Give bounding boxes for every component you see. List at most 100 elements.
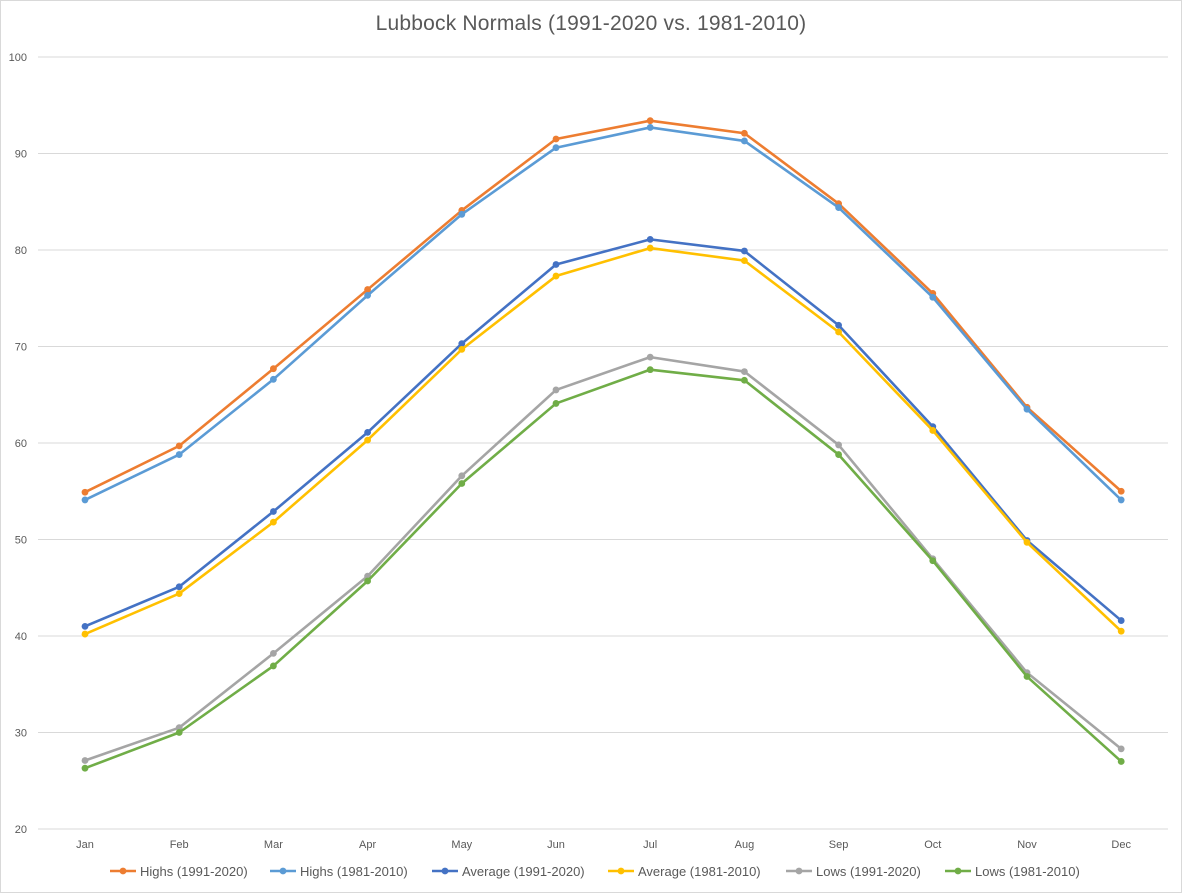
data-point: [270, 518, 277, 526]
y-tick-label: 90: [15, 149, 27, 161]
data-point: [552, 135, 560, 143]
chart-title: Lubbock Normals (1991-2020 vs. 1981-2010…: [375, 12, 807, 35]
data-point: [81, 764, 89, 772]
legend-swatch-marker: [617, 867, 625, 875]
series-4: [81, 353, 1125, 764]
x-tick-label: Jan: [76, 839, 94, 851]
legend-item: Highs (1991-2020): [110, 864, 248, 879]
data-point: [270, 375, 277, 383]
x-tick-label: Apr: [359, 839, 376, 851]
data-point: [270, 508, 277, 515]
data-point: [1117, 758, 1125, 765]
data-point: [364, 286, 371, 293]
data-point: [929, 427, 937, 434]
data-point: [646, 244, 654, 252]
x-tick-label: Oct: [924, 839, 941, 851]
legend-label: Highs (1991-2020): [140, 864, 248, 879]
x-tick-label: Nov: [1017, 839, 1037, 851]
data-point: [929, 293, 937, 301]
legend-swatch-marker: [119, 867, 127, 875]
x-tick-label: Aug: [735, 839, 755, 851]
legend-label: Highs (1981-2010): [300, 864, 408, 879]
series-2: [81, 235, 1125, 630]
series-lines: [81, 117, 1125, 772]
y-tick-label: 100: [9, 52, 27, 64]
y-tick-label: 80: [15, 245, 27, 257]
data-point: [458, 210, 466, 218]
legend-label: Lows (1981-2010): [975, 864, 1080, 879]
data-point: [175, 442, 183, 450]
series-line: [83, 238, 1123, 628]
data-point: [835, 451, 842, 458]
data-point: [81, 630, 89, 638]
data-point: [270, 365, 277, 373]
data-point: [835, 328, 842, 336]
data-point: [1117, 617, 1125, 624]
data-point: [364, 291, 371, 299]
data-point: [552, 272, 560, 280]
y-tick-label: 70: [15, 342, 27, 354]
data-point: [646, 353, 654, 361]
legend-item: Highs (1981-2010): [270, 864, 408, 879]
data-point: [458, 480, 466, 487]
legend-label: Average (1981-2010): [638, 864, 761, 879]
x-tick-label: May: [451, 839, 472, 851]
data-point: [175, 729, 183, 736]
data-point: [835, 321, 842, 329]
data-point: [364, 577, 371, 585]
legend-swatch-marker: [795, 867, 803, 875]
x-tick-label: Jul: [643, 839, 657, 851]
data-point: [646, 117, 654, 125]
data-point: [835, 204, 842, 211]
data-point: [81, 488, 89, 496]
legend-item: Lows (1991-2020): [786, 864, 921, 879]
y-tick-label: 40: [15, 631, 27, 643]
data-point: [646, 366, 654, 374]
data-point: [646, 235, 654, 243]
gridlines: [38, 56, 1168, 830]
series-line: [83, 126, 1123, 502]
data-point: [646, 124, 654, 131]
series-line: [83, 246, 1123, 636]
legend-swatch-marker: [279, 867, 287, 875]
x-tick-label: Dec: [1111, 839, 1131, 851]
data-point: [1117, 745, 1125, 753]
data-point: [1117, 487, 1125, 495]
data-point: [458, 345, 466, 353]
y-tick-label: 60: [15, 438, 27, 450]
y-tick-label: 20: [15, 824, 27, 836]
data-point: [81, 757, 89, 764]
x-tick-label: Jun: [547, 839, 565, 851]
data-point: [552, 386, 560, 394]
x-tick-label: Sep: [829, 839, 849, 851]
data-point: [81, 496, 89, 504]
data-point: [175, 451, 183, 458]
x-axis-tick-labels: Jan Feb Mar Apr May Jun Jul Aug Sep Oct Nov Dec: [76, 839, 1131, 851]
series-3: [81, 244, 1125, 638]
data-point: [364, 428, 371, 436]
legend-label: Lows (1991-2020): [816, 864, 921, 879]
data-point: [552, 261, 560, 268]
series-line: [83, 355, 1123, 762]
data-point: [1023, 405, 1031, 413]
data-point: [741, 376, 748, 384]
data-point: [1023, 673, 1031, 680]
series-line: [83, 368, 1123, 770]
x-tick-label: Mar: [264, 839, 283, 851]
legend-item: Average (1981-2010): [608, 864, 761, 879]
data-point: [458, 340, 466, 348]
data-point: [741, 129, 748, 137]
x-tick-label: Feb: [170, 839, 189, 851]
data-point: [270, 662, 277, 670]
y-tick-label: 50: [15, 535, 27, 547]
data-point: [552, 400, 560, 407]
data-point: [929, 557, 937, 565]
legend: Highs (1991-2020) Highs (1981-2010) Averag…: [110, 864, 1080, 879]
data-point: [1023, 538, 1031, 546]
y-tick-label: 30: [15, 728, 27, 740]
data-point: [552, 144, 560, 152]
data-point: [1117, 496, 1125, 504]
data-point: [270, 649, 277, 657]
data-point: [741, 368, 748, 375]
